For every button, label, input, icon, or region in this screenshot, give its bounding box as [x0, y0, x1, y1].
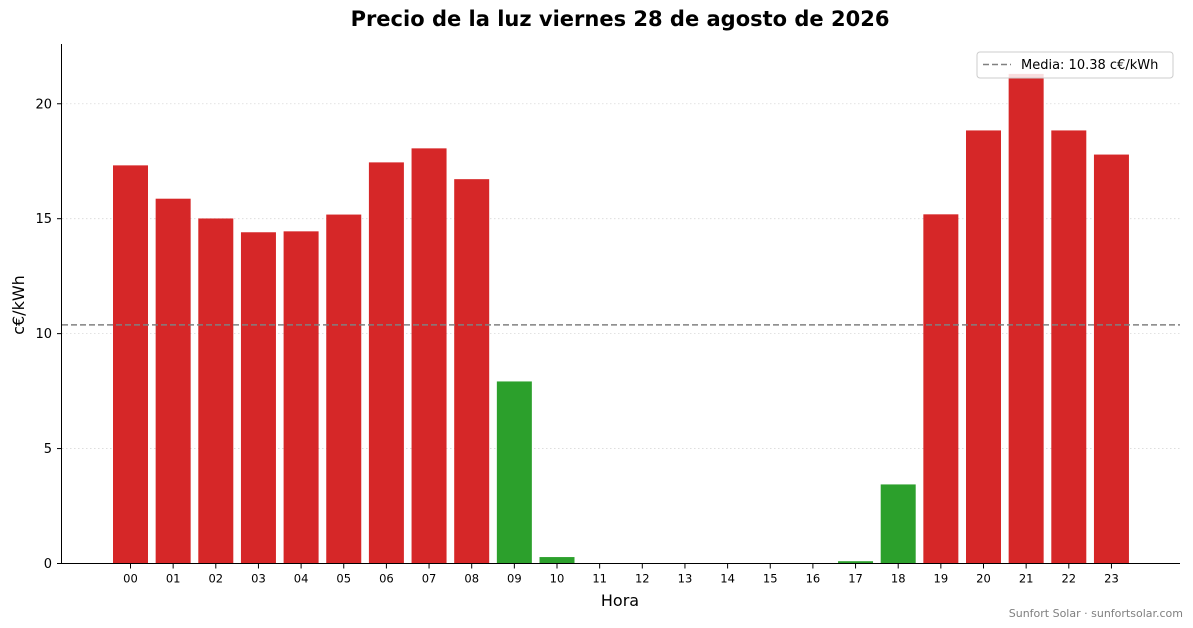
x-tick-label: 22	[1061, 572, 1076, 586]
y-ticks: 0 5 10 15 20	[35, 97, 62, 572]
x-tick-label: 16	[806, 572, 821, 586]
x-tick-label: 06	[379, 572, 394, 586]
x-tick-label: 23	[1104, 572, 1119, 586]
bar-02	[198, 218, 234, 564]
bar-23	[1093, 154, 1129, 564]
x-tick-label: 18	[891, 572, 906, 586]
x-tick-label: 19	[934, 572, 949, 586]
legend-box	[976, 51, 1174, 79]
bar-03	[240, 232, 276, 564]
x-tick-label: 05	[336, 572, 351, 586]
x-tick-label: 07	[422, 572, 437, 586]
bar-08	[454, 179, 490, 564]
x-tick-label: 09	[507, 572, 522, 586]
bar-05	[326, 214, 362, 564]
bar-18	[880, 484, 916, 564]
x-tick-label: 00	[123, 572, 138, 586]
x-tick-label: 20	[976, 572, 991, 586]
x-tick-label: 12	[635, 572, 650, 586]
x-tick-label: 03	[251, 572, 266, 586]
bars	[113, 73, 1129, 564]
bar-17	[838, 561, 874, 564]
x-tick-label: 17	[848, 572, 863, 586]
x-tick-label: 15	[763, 572, 778, 586]
credit-text: Sunfort Solar · sunfortsolar.com	[1009, 607, 1183, 620]
x-tick-label: 01	[166, 572, 181, 586]
bar-22	[1051, 130, 1087, 564]
x-tick-label: 04	[294, 572, 309, 586]
bar-06	[368, 162, 404, 564]
y-tick-label: 15	[35, 212, 52, 227]
bar-09	[496, 381, 532, 564]
x-ticks: 00 01 02 03 04 05 06 07 08 09 10 11 12 13 14 15 16 17 18 19…	[123, 563, 1119, 586]
y-tick-label: 5	[44, 442, 52, 457]
bar-04	[283, 231, 319, 564]
y-axis-label: c€/kWh	[9, 275, 28, 335]
x-tick-label: 13	[678, 572, 693, 586]
bar-01	[155, 198, 191, 564]
bar-21	[1008, 73, 1044, 564]
bar-10	[539, 557, 575, 564]
bar-19	[923, 214, 959, 564]
y-tick-label: 0	[44, 557, 52, 572]
chart-title: Precio de la luz viernes 28 de agosto de…	[351, 7, 890, 31]
x-tick-label: 10	[550, 572, 565, 586]
x-tick-label: 11	[592, 572, 607, 586]
bar-20	[966, 130, 1001, 564]
legend-entry-mean: Media: 10.38 c€/kWh	[1021, 58, 1158, 73]
y-tick-label: 10	[35, 327, 52, 342]
legend: Media: 10.38 c€/kWh	[976, 51, 1174, 79]
x-tick-label: 08	[464, 572, 479, 586]
x-tick-label: 14	[720, 572, 735, 586]
bar-07	[411, 148, 447, 564]
bar-00	[113, 165, 148, 564]
y-tick-label: 20	[35, 97, 52, 112]
x-tick-label: 21	[1019, 572, 1034, 586]
x-tick-label: 02	[208, 572, 223, 586]
x-axis-label: Hora	[601, 591, 639, 610]
